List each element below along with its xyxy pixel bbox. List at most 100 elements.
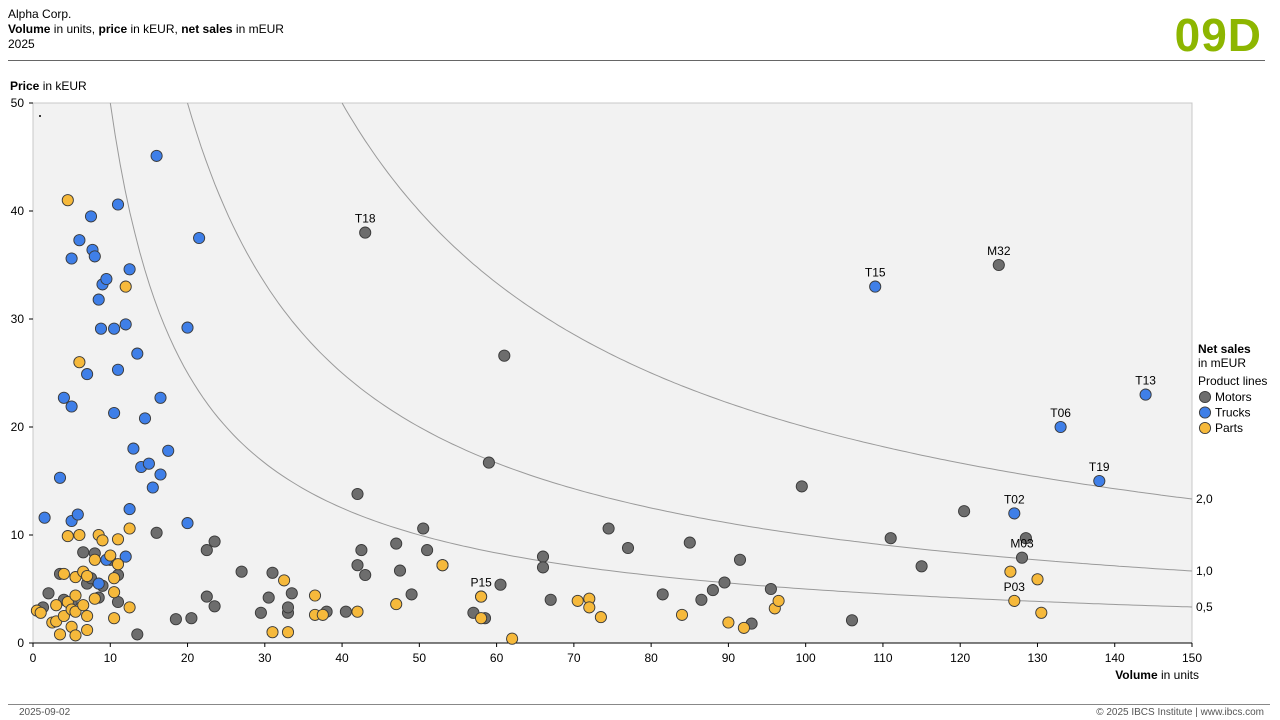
x-axis-title-unit: in units [1158, 668, 1199, 682]
data-point-parts [69, 589, 82, 602]
data-point-trucks [123, 263, 136, 276]
data-point-parts [1035, 606, 1048, 619]
data-point-motors [77, 546, 90, 559]
data-point-trucks [71, 508, 84, 521]
footer-copyright: © 2025 IBCS Institute | www.ibcs.com [1096, 707, 1264, 718]
data-point-motors [355, 544, 368, 557]
y-axis-title-unit: in kEUR [39, 79, 87, 93]
legend-title: Net sales [1198, 342, 1251, 356]
data-point-trucks [92, 293, 105, 306]
data-point-parts [1031, 573, 1044, 586]
data-point-trucks [146, 481, 159, 494]
x-tick-label: 130 [1027, 651, 1047, 665]
legend-label-parts: Parts [1215, 421, 1243, 435]
report-header: Alpha Corp. Volume in units, price in kE… [8, 7, 284, 52]
legend-subtitle: Product lines [1198, 374, 1267, 388]
point-labels: T18 M32 M03 T15 T06 T13 T19 T02 P15 P03 [355, 212, 1156, 594]
data-point-motors [185, 612, 198, 625]
data-point-parts [594, 611, 607, 624]
data-point-trucks [1093, 474, 1106, 488]
data-point-motors [393, 564, 407, 577]
x-tick-label: 90 [722, 651, 736, 665]
data-point-parts [81, 609, 94, 623]
data-point-parts [73, 528, 86, 542]
data-point-parts [88, 592, 101, 605]
data-point-parts [108, 612, 121, 625]
data-point-motors [544, 593, 557, 606]
data-point-parts [123, 601, 136, 614]
data-point-motors [390, 537, 403, 550]
data-point-parts [119, 280, 132, 293]
data-point-trucks [1139, 388, 1152, 401]
measure-volume: Volume [8, 22, 51, 36]
data-point-motors [42, 587, 55, 600]
measure-price-unit: in kEUR, [127, 22, 182, 36]
point-label: T18 [355, 212, 376, 226]
x-tick-label: 60 [490, 651, 504, 665]
data-point-motors [285, 587, 298, 600]
data-point-motors [498, 349, 511, 362]
data-point-parts [50, 599, 63, 612]
x-tick-label: 10 [104, 651, 118, 665]
data-point-trucks [127, 442, 140, 455]
data-point-trucks [57, 391, 70, 404]
data-point-parts [61, 194, 74, 207]
y-tick-label: 20 [11, 420, 25, 434]
y-axis-title-measure: Price [10, 79, 40, 93]
legend-swatch-trucks [1198, 406, 1212, 419]
measure-price: price [98, 22, 128, 36]
x-tick-label: 120 [950, 651, 970, 665]
x-tick-label: 80 [644, 651, 658, 665]
data-point-motors [169, 613, 182, 626]
data-point-parts [308, 589, 322, 602]
data-point-motors [266, 566, 279, 579]
x-tick-label: 20 [181, 651, 195, 665]
data-point-trucks [111, 198, 125, 211]
company-name: Alpha Corp. [8, 7, 72, 21]
legend-label-trucks: Trucks [1215, 406, 1251, 420]
data-point-motors [351, 487, 364, 501]
data-points [30, 149, 1152, 645]
iso-curve-label: 0,5 [1196, 600, 1213, 614]
chart-id-badge: 09D [1174, 9, 1262, 61]
data-point-trucks [100, 272, 113, 286]
data-point-motors [845, 614, 859, 627]
data-point-trucks [1054, 420, 1067, 434]
data-point-motors [621, 541, 635, 555]
data-point-trucks [193, 231, 206, 245]
x-tick-label: 110 [873, 651, 892, 665]
data-point-parts [69, 605, 82, 618]
data-point-trucks [869, 280, 882, 293]
data-point-parts [281, 626, 295, 639]
measure-net-sales: net sales [181, 22, 233, 36]
point-label: P03 [1004, 580, 1026, 594]
data-point-parts [351, 605, 364, 618]
data-point-motors [200, 544, 213, 557]
data-point-parts [316, 608, 329, 621]
y-axis-title: Price in kEUR [10, 79, 87, 93]
plot-background [32, 102, 1193, 644]
legend-title-unit: in mEUR [1198, 356, 1246, 370]
data-point-motors [254, 606, 267, 619]
data-point-motors [351, 559, 364, 572]
measures-line: Volume in units, price in kEUR, net sale… [8, 22, 284, 37]
footer-divider [8, 704, 1270, 705]
data-point-parts [108, 572, 121, 585]
x-tick-label: 100 [796, 651, 816, 665]
data-point-trucks [154, 391, 167, 404]
iso-curve-label: 2,0 [1196, 492, 1213, 506]
x-tick-label: 50 [413, 651, 427, 665]
data-point-parts [737, 621, 750, 634]
y-tick-label: 50 [11, 96, 25, 110]
legend-swatch-motors [1198, 390, 1212, 404]
data-point-motors [235, 565, 248, 578]
data-point-parts [104, 549, 117, 562]
data-point-motors [200, 590, 213, 603]
data-point-trucks [94, 322, 108, 335]
data-point-parts [390, 598, 403, 611]
data-point-trucks [108, 406, 121, 420]
legend-swatch-parts [1198, 421, 1212, 435]
data-point-parts [571, 594, 584, 607]
data-point-motors [494, 578, 507, 591]
